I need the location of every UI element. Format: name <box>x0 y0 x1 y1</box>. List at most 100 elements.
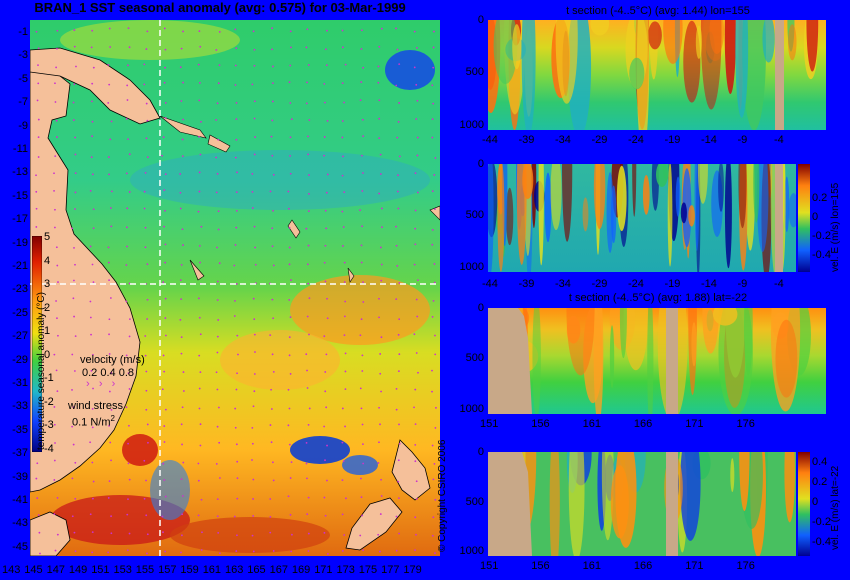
velocity-arrow <box>54 442 56 444</box>
velocity-arrow <box>434 334 436 337</box>
velocity-arrow <box>91 173 94 176</box>
velocity-arrow <box>146 156 149 159</box>
velocity-arrow <box>215 156 217 159</box>
velocity-arrow <box>362 135 365 137</box>
velocity-arrow <box>217 319 220 321</box>
section-colorbar-tick-label: -0.4 <box>812 536 831 548</box>
velocity-arrow <box>197 479 200 482</box>
section-2-plot[interactable] <box>488 164 796 272</box>
section-3-plot[interactable] <box>488 308 826 414</box>
velocity-arrow <box>378 192 381 195</box>
section-colorbar-tick-label: -0.2 <box>812 516 831 528</box>
velocity-arrow <box>341 479 344 481</box>
velocity-arrow <box>271 154 274 157</box>
velocity-arrow <box>325 353 328 356</box>
velocity-arrow <box>56 264 59 267</box>
velocity-arrow <box>397 370 400 373</box>
velocity-arrow <box>56 29 59 32</box>
velocity-arrow <box>271 48 273 51</box>
field-patch <box>739 452 750 511</box>
lon-tick-label: 161 <box>202 564 222 576</box>
velocity-arrow <box>198 354 201 357</box>
section-x-tick-label: -14 <box>701 134 717 146</box>
velocity-arrow <box>395 225 397 228</box>
velocity-arrow <box>163 225 165 228</box>
velocity-arrow <box>324 209 327 212</box>
velocity-arrow <box>252 405 255 408</box>
velocity-arrow <box>305 227 308 230</box>
velocity-arrow <box>215 49 218 51</box>
velocity-legend-values: 0.2 0.4 0.8 <box>82 367 134 379</box>
velocity-arrow <box>288 407 291 410</box>
velocity-arrow <box>271 298 274 301</box>
velocity-arrow <box>290 46 292 49</box>
section-x-tick-label: 176 <box>736 418 755 430</box>
velocity-arrow <box>395 387 398 390</box>
velocity-arrow <box>289 155 291 157</box>
velocity-arrow <box>361 29 363 32</box>
section-2-colorbar <box>798 164 810 272</box>
velocity-arrow <box>344 352 347 355</box>
velocity-arrow <box>306 369 308 372</box>
velocity-arrow <box>362 66 365 69</box>
velocity-arrow <box>414 423 417 426</box>
velocity-arrow <box>53 459 56 462</box>
lon-tick-label: 147 <box>46 564 65 576</box>
velocity-arrow <box>91 135 94 138</box>
velocity-arrow <box>127 138 129 141</box>
velocity-arrow <box>37 156 40 158</box>
velocity-arrow <box>215 191 218 194</box>
field-patch <box>593 164 606 230</box>
velocity-arrow <box>199 371 202 374</box>
velocity-arrow <box>305 462 308 465</box>
velocity-arrow <box>359 99 362 102</box>
section-4-plot[interactable] <box>488 452 796 556</box>
velocity-arrow <box>253 48 256 51</box>
velocity-arrow <box>431 136 434 139</box>
velocity-arrow <box>181 534 183 537</box>
velocity-arrow <box>272 264 275 267</box>
lat-tick-label: -43 <box>12 517 28 530</box>
velocity-arrow <box>380 279 383 282</box>
velocity-arrow <box>144 335 147 337</box>
section-x-tick-label: -44 <box>482 134 498 146</box>
velocity-arrow <box>289 477 292 479</box>
field-patch <box>694 164 700 251</box>
section-x-tick-label: -39 <box>518 134 535 146</box>
lat-tick-label: -45 <box>12 540 28 553</box>
velocity-arrow <box>290 550 293 553</box>
velocity-arrow <box>92 497 94 500</box>
velocity-arrow <box>57 334 59 337</box>
velocity-arrow <box>305 46 308 49</box>
velocity-arrow <box>163 81 166 84</box>
velocity-arrow <box>235 388 238 391</box>
velocity-arrow <box>308 192 310 195</box>
velocity-arrow <box>307 135 309 138</box>
section-x-tick-label: 151 <box>480 560 499 572</box>
velocity-arrow <box>416 154 419 157</box>
velocity-arrow <box>269 516 272 518</box>
lat-tick-label: -19 <box>12 236 28 249</box>
section-y-tick-label: 1000 <box>459 402 484 415</box>
velocity-arrow <box>108 173 110 176</box>
velocity-arrow <box>432 299 435 302</box>
section-1-plot[interactable] <box>488 20 826 130</box>
velocity-arrow <box>107 156 110 158</box>
velocity-arrow <box>324 244 327 247</box>
velocity-arrow <box>37 136 40 139</box>
velocity-arrow <box>398 532 401 535</box>
sst-map[interactable] <box>30 20 440 556</box>
field-patch <box>506 187 514 246</box>
section-x-tick-label: -29 <box>591 278 608 290</box>
sst-anomaly-patches <box>50 20 435 553</box>
velocity-arrow <box>396 48 399 51</box>
velocity-arrow <box>54 549 57 552</box>
colorbar-tick-label: 0 <box>44 348 51 361</box>
velocity-arrow <box>251 534 254 537</box>
velocity-arrow <box>216 299 219 301</box>
section-x-tick-label: -34 <box>555 134 571 146</box>
velocity-arrow <box>324 459 326 462</box>
velocity-arrow <box>378 297 380 300</box>
velocity-arrow <box>431 243 434 246</box>
section-2-colorbar-label: vel. E (m/s) lon=155 <box>830 182 841 272</box>
